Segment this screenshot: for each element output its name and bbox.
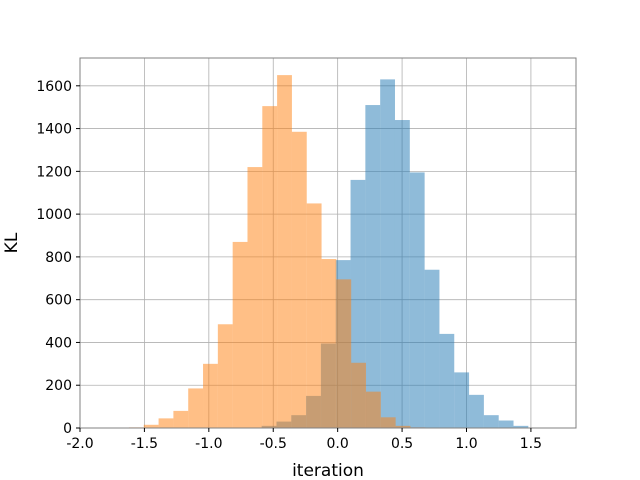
histogram-bar-series-2	[217, 324, 233, 428]
histogram-bar-series-2	[291, 131, 307, 428]
y-tick-label: 1000	[36, 207, 72, 223]
histogram-bar-series-1	[409, 172, 425, 428]
histogram-bar-series-1	[380, 79, 395, 429]
x-tick-label: 1.0	[455, 436, 477, 452]
x-axis-label: iteration	[292, 461, 364, 480]
y-axis-ticks: 0 200 400 600 800 1000 1200 1400 1600	[36, 79, 80, 437]
histogram-bar-series-2	[143, 424, 159, 428]
histogram-bar-series-2	[380, 417, 396, 428]
histogram-bars	[128, 75, 544, 429]
x-axis-ticks: -2.0 -1.5 -1.0 -0.5 0.0 0.5 1.0 1.5	[66, 428, 542, 452]
y-tick-label: 0	[63, 421, 72, 437]
histogram-bar-series-1	[498, 420, 514, 428]
histogram-bar-series-2	[366, 391, 381, 428]
y-tick-label: 200	[45, 378, 72, 394]
histogram-bar-series-1	[424, 269, 440, 428]
y-tick-label: 1200	[36, 164, 72, 180]
histogram-bar-series-1	[365, 105, 381, 428]
histogram-bar-series-2	[158, 418, 174, 428]
histogram-bar-series-2	[247, 167, 263, 429]
histogram-bar-series-2	[277, 75, 292, 428]
histogram-bar-series-1	[439, 333, 455, 428]
histogram-bar-series-2	[203, 363, 218, 428]
x-tick-label: -1.0	[195, 436, 222, 452]
y-tick-label: 600	[45, 293, 72, 309]
plot-frame	[79, 57, 577, 429]
y-tick-label: 1600	[36, 79, 72, 95]
y-tick-label: 1400	[36, 122, 72, 138]
x-tick-label: -1.5	[131, 436, 158, 452]
histogram-bar-series-2	[262, 106, 278, 428]
histogram-bar-series-2	[306, 203, 322, 428]
histogram-bar-series-1	[454, 372, 470, 428]
histogram-bar-series-2	[351, 362, 367, 428]
histogram-bar-series-1	[469, 394, 484, 428]
x-tick-label: 0.0	[327, 436, 349, 452]
y-tick-label: 800	[45, 250, 72, 266]
x-tick-label: 0.5	[391, 436, 413, 452]
y-axis-label: KL	[2, 232, 22, 253]
histogram-bar-series-1	[483, 415, 499, 428]
histogram-bar-series-2	[173, 410, 189, 428]
histogram-bar-series-2	[232, 241, 248, 428]
histogram-bar-series-2	[395, 425, 411, 428]
histogram-bar-series-1	[513, 425, 529, 428]
y-tick-label: 400	[45, 335, 72, 351]
x-tick-label: -0.5	[260, 436, 287, 452]
histogram-bar-series-2	[336, 279, 352, 428]
histogram-bar-series-2	[321, 259, 337, 428]
histogram-bar-series-1	[394, 120, 410, 428]
x-tick-label: 1.5	[520, 436, 542, 452]
x-tick-label: -2.0	[66, 436, 93, 452]
histogram-bar-series-2	[188, 388, 204, 428]
